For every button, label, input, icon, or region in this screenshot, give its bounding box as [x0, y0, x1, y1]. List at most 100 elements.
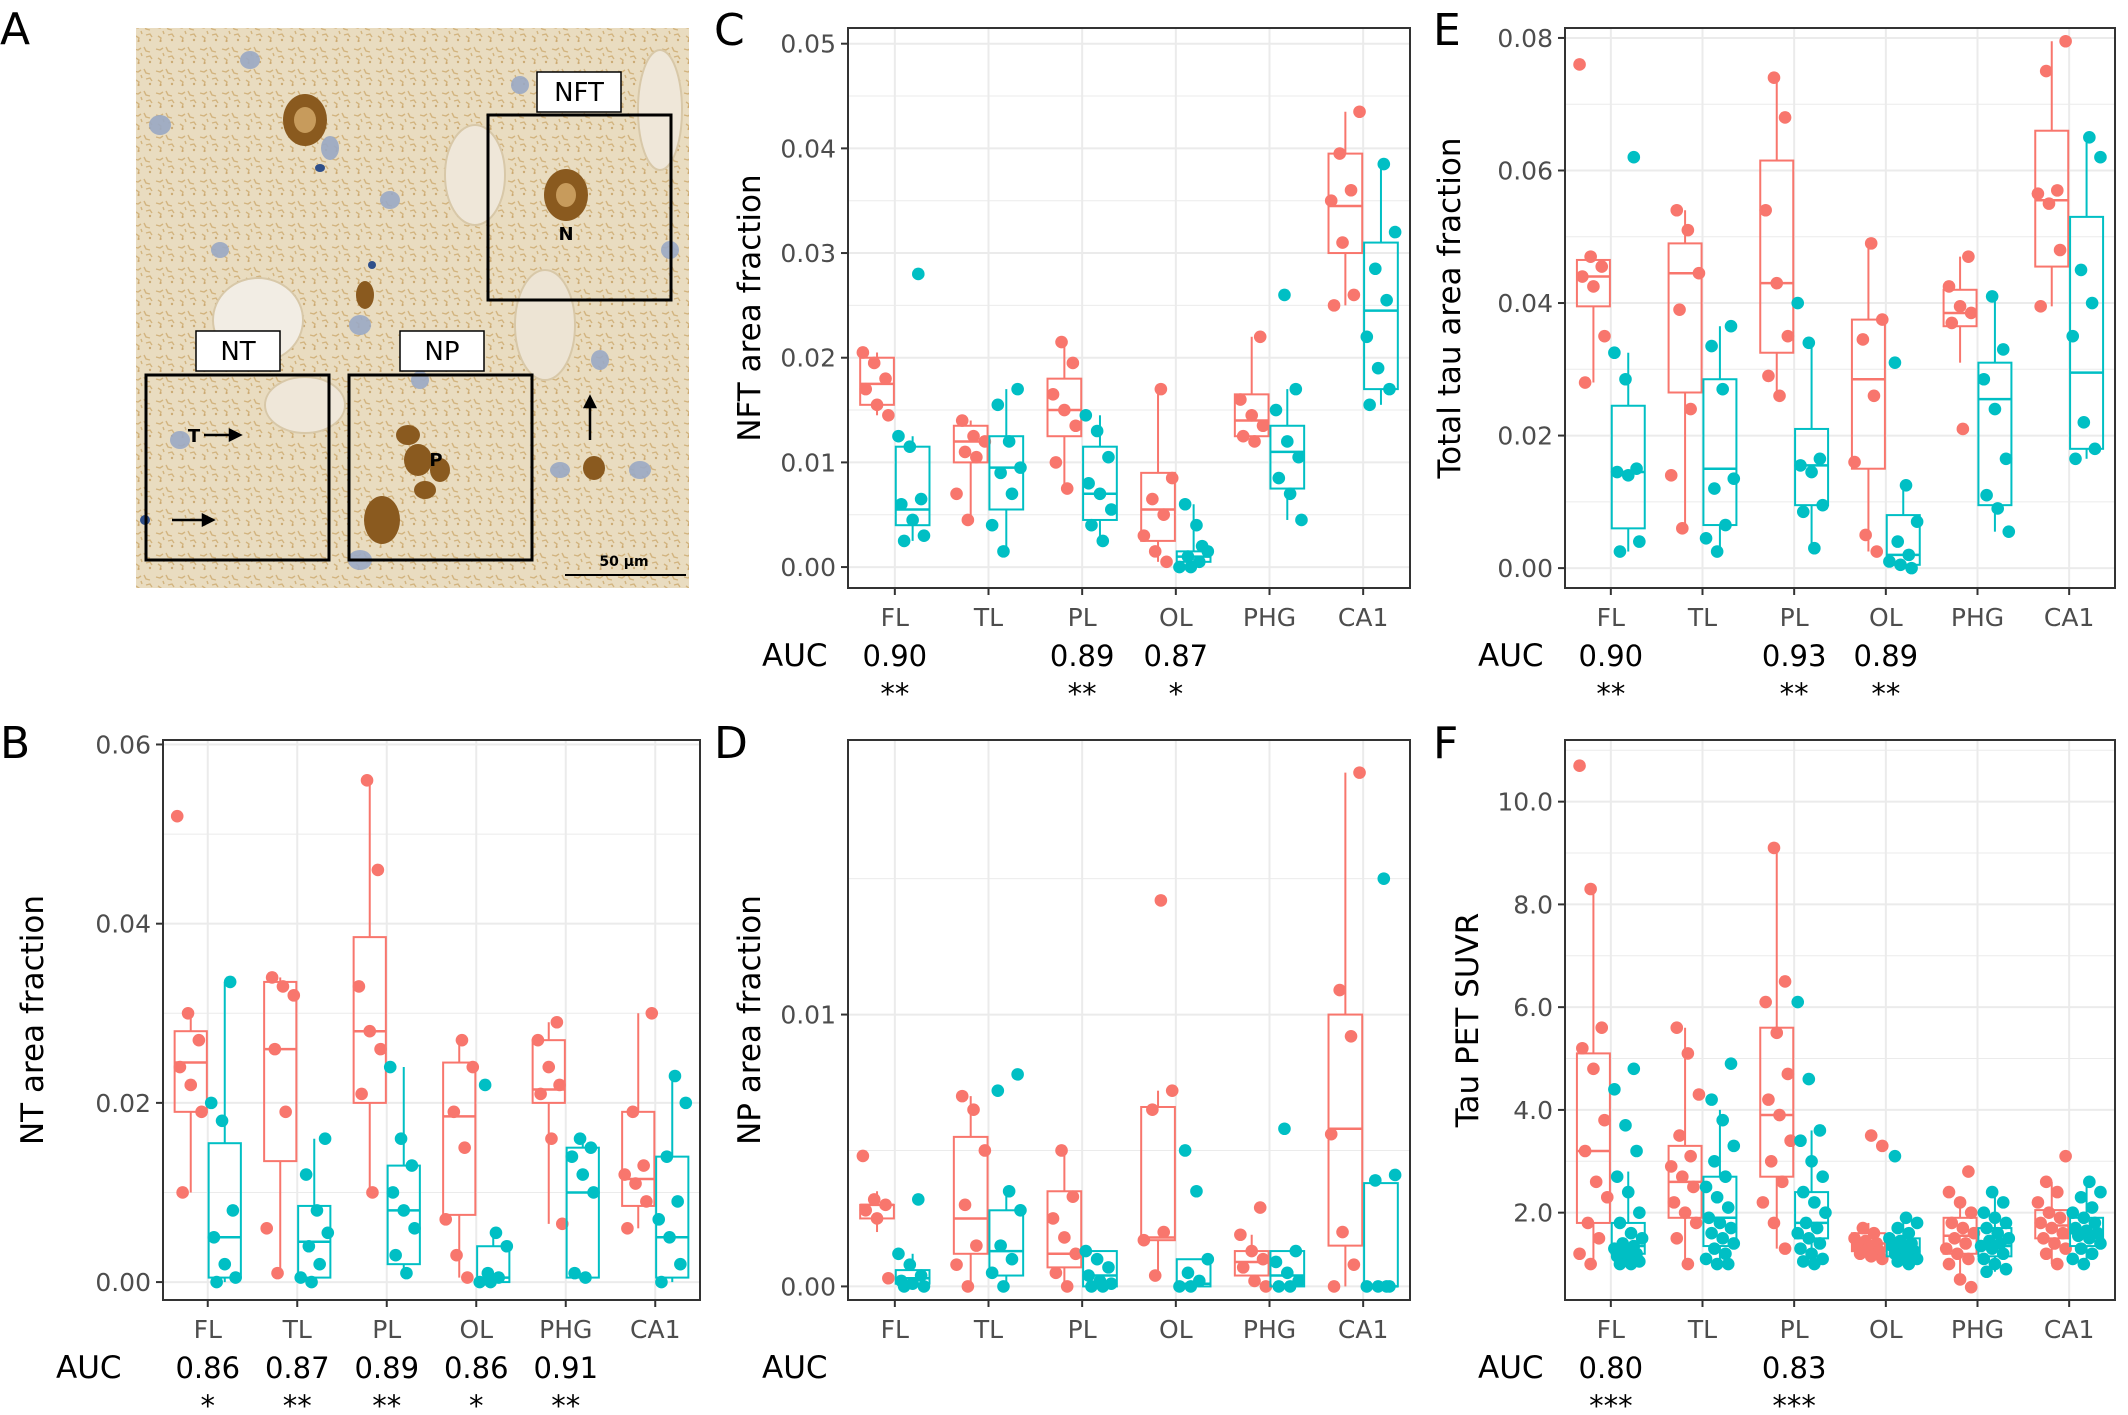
data-point [1945, 316, 1959, 330]
y-axis-label: Total tau area fraction [1432, 138, 1468, 480]
data-point [555, 1217, 569, 1231]
data-point [2085, 296, 2099, 310]
data-point [1085, 518, 1098, 532]
data-point [1002, 435, 1016, 448]
data-point [1664, 469, 1678, 482]
data-point [458, 1141, 471, 1154]
data-point [1635, 1232, 1649, 1245]
data-point [1573, 759, 1586, 772]
data-point [1664, 1160, 1678, 1173]
y-tick-label: 0.00 [1497, 554, 1553, 583]
data-point [1988, 1211, 2002, 1225]
data-point [260, 1222, 274, 1235]
data-point [1581, 1216, 1595, 1230]
data-point [1962, 250, 1975, 263]
data-point [1289, 1244, 1303, 1258]
data-point [1699, 1180, 1713, 1194]
data-point [1673, 1129, 1686, 1142]
data-point [958, 1198, 972, 1212]
plot-frame [1564, 27, 2116, 589]
data-point [1344, 183, 1358, 197]
data-point [1272, 1280, 1286, 1293]
data-point [1248, 1274, 1261, 1288]
data-point [1802, 1072, 1816, 1086]
data-point [1234, 393, 1247, 406]
data-point [1724, 319, 1738, 333]
data-point [1377, 157, 1391, 171]
y-tick-label: 0.02 [780, 344, 836, 373]
data-point [1756, 1196, 1770, 1209]
data-point [950, 487, 963, 501]
data-point [1576, 1041, 1589, 1055]
data-point [1595, 1021, 1609, 1035]
data-point [1292, 450, 1305, 464]
data-point [1066, 356, 1080, 370]
data-point [1248, 435, 1261, 448]
data-point [970, 450, 983, 464]
data-point [587, 1186, 600, 1199]
data-point [1333, 147, 1347, 160]
x-tick-label-fl: FL [1597, 603, 1625, 632]
data-point [914, 492, 928, 506]
data-point [1719, 1170, 1732, 1183]
data-point [637, 1159, 650, 1172]
significance-stars: ** [880, 677, 909, 711]
data-point [1808, 1196, 1821, 1209]
data-point [1724, 1057, 1738, 1070]
data-point [2069, 452, 2082, 466]
data-point [1778, 1242, 1792, 1255]
data-point [1157, 1225, 1171, 1239]
data-point [2088, 1216, 2102, 1230]
box-tl-1 [952, 1135, 989, 1255]
data-point [1333, 983, 1347, 997]
y-tick-label: 2.0 [1513, 1199, 1553, 1228]
data-point [1363, 398, 1376, 412]
data-point [997, 545, 1010, 558]
data-point [970, 1239, 983, 1252]
data-point [397, 1204, 411, 1217]
data-point [618, 1168, 632, 1181]
panel-label-d: D [714, 718, 748, 769]
data-point [553, 1078, 566, 1092]
data-point [2074, 263, 2088, 277]
data-point [1727, 472, 1741, 485]
data-point [1996, 1196, 2010, 1209]
data-point [1336, 1225, 1349, 1239]
data-point [170, 809, 184, 823]
x-tick-label-phg: PHG [539, 1315, 592, 1344]
data-point [1624, 1257, 1638, 1271]
data-point [2077, 1257, 2091, 1271]
box-pl-2 [386, 1164, 421, 1266]
data-point [1584, 250, 1597, 263]
data-point [1767, 71, 1781, 85]
data-point [1377, 872, 1391, 885]
panel-label-f: F [1433, 718, 1458, 769]
data-point [1280, 435, 1294, 448]
data-point [1178, 497, 1192, 511]
box-ol-1 [442, 1061, 477, 1216]
data-point [1289, 382, 1303, 396]
data-point [1864, 1250, 1878, 1263]
box-tl-2 [988, 1209, 1025, 1277]
data-point [1371, 1280, 1385, 1293]
data-point [1791, 995, 1805, 1009]
data-point [360, 774, 374, 787]
plot-background [848, 28, 1410, 588]
data-point [1278, 288, 1291, 302]
data-point [2037, 1232, 2050, 1245]
data-point [1891, 535, 1905, 548]
data-point [1253, 330, 1267, 344]
data-point [1905, 561, 1918, 575]
auc-value: 0.80 [1579, 1351, 1644, 1385]
data-point [1327, 1280, 1341, 1293]
auc-value: 0.83 [1762, 1351, 1827, 1385]
data-point [1011, 1068, 1024, 1081]
cell-marker-n: N [558, 224, 573, 245]
data-point [1699, 1252, 1713, 1266]
data-point [1894, 558, 1907, 572]
x-tick-label-pl: PL [1068, 603, 1097, 632]
data-point [1173, 560, 1186, 574]
x-tick-label-tl: TL [973, 1315, 1003, 1344]
data-point [1791, 296, 1805, 310]
data-point [1619, 1119, 1632, 1132]
